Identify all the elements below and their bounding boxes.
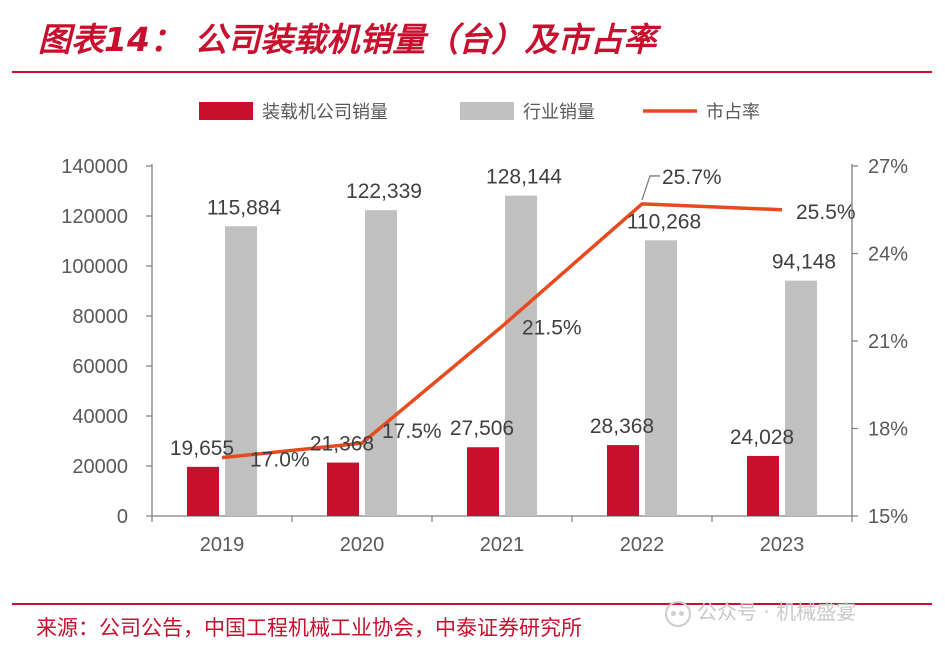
industry-sales-label: 115,884 xyxy=(207,196,282,219)
company-sales-label: 28,368 xyxy=(590,415,654,438)
y-right-tick-label: 24% xyxy=(868,244,908,266)
industry-sales-bar xyxy=(225,226,257,517)
y-left-tick-label: 100000 xyxy=(61,256,128,278)
industry-sales-bar xyxy=(365,210,397,516)
x-tick-label: 2023 xyxy=(760,534,805,556)
x-tick-label: 2021 xyxy=(480,534,525,556)
watermark-text: 公众号 · 机械盛宴 xyxy=(697,600,857,624)
company-sales-label: 19,655 xyxy=(170,437,234,460)
market-share-label: 17.0% xyxy=(250,449,310,472)
y-right-tick-label: 15% xyxy=(868,506,908,528)
y-right-tick-label: 27% xyxy=(868,156,908,178)
company-sales-bar xyxy=(607,445,639,516)
company-sales-bar xyxy=(747,455,779,516)
footer-divider xyxy=(12,603,932,605)
y-left-tick-label: 40000 xyxy=(72,406,128,428)
market-share-label: 25.5% xyxy=(796,201,856,224)
x-tick-label: 2022 xyxy=(620,534,665,556)
company-sales-label: 24,028 xyxy=(730,426,794,449)
title-divider xyxy=(12,71,932,73)
share-label-leader-line xyxy=(641,175,660,201)
legend-industry-swatch xyxy=(460,102,514,120)
legend-company-swatch xyxy=(199,102,253,120)
legend-company-label: 装载机公司销量 xyxy=(262,102,388,123)
industry-sales-label: 94,148 xyxy=(772,251,836,274)
industry-sales-bar xyxy=(785,280,817,516)
y-right-tick-label: 21% xyxy=(868,331,908,353)
combo-chart: 0 20000 40000 60000 80000 100000 120000 140000 1… xyxy=(61,102,908,556)
market-share-label: 21.5% xyxy=(522,316,582,339)
y-right-tick-label: 18% xyxy=(868,419,908,441)
legend-share-label: 市占率 xyxy=(706,102,760,123)
company-sales-bar xyxy=(467,447,499,516)
company-sales-bar xyxy=(187,466,219,516)
source-note: 来源：公司公告，中国工程机械工业协会，中泰证券研究所 xyxy=(36,616,582,640)
chart-title: 图表14： 公司装载机销量（台）及市占率 xyxy=(38,20,657,59)
y-left-tick-label: 120000 xyxy=(61,206,128,228)
industry-sales-label: 122,339 xyxy=(346,180,422,203)
company-sales-bar xyxy=(327,462,359,516)
wechat-logo-icon xyxy=(665,600,691,627)
industry-sales-label: 128,144 xyxy=(486,166,562,189)
market-share-line xyxy=(221,202,783,460)
company-sales-label: 27,506 xyxy=(450,417,514,440)
company-sales-label: 21,368 xyxy=(310,433,374,456)
x-tick-label: 2020 xyxy=(340,534,385,556)
y-left-tick-label: 20000 xyxy=(72,456,128,478)
y-left-tick-label: 140000 xyxy=(61,156,128,178)
market-share-label: 25.7% xyxy=(662,166,722,189)
y-left-tick-label: 80000 xyxy=(72,306,128,328)
x-tick-label: 2019 xyxy=(200,534,245,556)
y-left-tick-label: 60000 xyxy=(72,356,128,378)
industry-sales-bar xyxy=(645,240,677,516)
market-share-label: 17.5% xyxy=(382,420,442,443)
industry-sales-label: 110,268 xyxy=(627,210,701,233)
y-left-tick-label: 0 xyxy=(117,506,128,528)
industry-sales-bar xyxy=(505,195,537,516)
legend-industry-label: 行业销量 xyxy=(523,102,595,123)
watermark: 公众号 · 机械盛宴 xyxy=(665,596,856,627)
